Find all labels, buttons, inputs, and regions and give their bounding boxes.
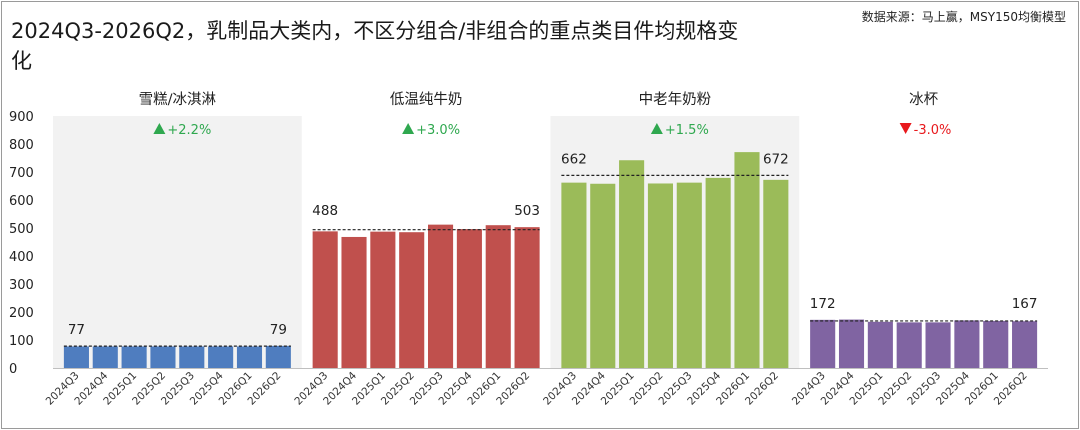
data-label: 503	[514, 203, 540, 219]
y-tick-label: 400	[9, 250, 34, 265]
bar	[896, 322, 922, 368]
bar	[399, 232, 425, 368]
y-tick-label: 800	[9, 138, 34, 153]
y-tick-label: 900	[9, 110, 34, 125]
bar	[561, 182, 587, 368]
data-label: 672	[763, 151, 789, 167]
y-tick-label: 500	[9, 222, 34, 237]
change-indicator: +2.2%	[167, 123, 211, 138]
triangle-up-icon	[402, 123, 415, 134]
bar	[676, 182, 702, 368]
bar	[265, 345, 291, 368]
y-tick-label: 700	[9, 166, 34, 181]
bar	[341, 236, 367, 368]
panel-title: 雪糕/冰淇淋	[139, 91, 217, 108]
bar	[485, 225, 511, 368]
triangle-down-icon	[899, 123, 912, 134]
bar	[208, 346, 234, 368]
bar	[92, 346, 118, 368]
bar	[705, 177, 731, 368]
bar	[619, 160, 645, 368]
y-tick-label: 100	[9, 334, 34, 349]
change-indicator: -3.0%	[914, 123, 952, 138]
bar	[838, 319, 865, 368]
panel-title: 中老年奶粉	[639, 91, 712, 108]
bar	[867, 321, 893, 368]
bar	[810, 319, 836, 368]
y-tick-label: 0	[9, 362, 17, 377]
bar	[763, 179, 789, 368]
panel-background	[53, 116, 302, 368]
bar	[121, 346, 147, 368]
bar	[1012, 321, 1038, 368]
y-tick-label: 600	[9, 194, 34, 209]
data-label: 167	[1012, 296, 1038, 312]
data-label: 77	[68, 322, 85, 338]
bar	[983, 320, 1009, 368]
bar	[647, 183, 674, 368]
chart-title: 2024Q3-2026Q2，乳制品大类内，不区分组合/非组合的重点类目件均规格变…	[11, 19, 739, 73]
bar	[734, 152, 760, 368]
bar	[370, 231, 396, 368]
data-label: 79	[270, 322, 287, 338]
change-indicator: +3.0%	[416, 123, 460, 138]
panel-background	[550, 116, 800, 368]
bar	[514, 227, 540, 368]
triangle-up-icon	[153, 123, 166, 134]
data-label: 488	[312, 203, 338, 219]
bar	[236, 346, 263, 368]
panel-title: 低温纯牛奶	[390, 91, 463, 108]
y-tick-label: 300	[9, 278, 34, 293]
bar	[925, 322, 951, 368]
y-tick-label: 200	[9, 306, 34, 321]
change-indicator: +1.5%	[665, 123, 709, 138]
triangle-up-icon	[650, 123, 663, 134]
bar	[312, 231, 338, 368]
data-label: 662	[561, 151, 587, 167]
bar	[427, 224, 454, 368]
bar	[150, 346, 176, 368]
bar	[179, 346, 205, 368]
data-label: 172	[810, 296, 836, 312]
bar	[954, 320, 980, 368]
panel-title: 冰杯	[909, 91, 938, 108]
bar	[63, 346, 89, 368]
data-source-note: 数据来源：马上赢，MSY150均衡模型	[861, 10, 1066, 24]
bar	[590, 183, 616, 368]
bar	[456, 229, 482, 368]
